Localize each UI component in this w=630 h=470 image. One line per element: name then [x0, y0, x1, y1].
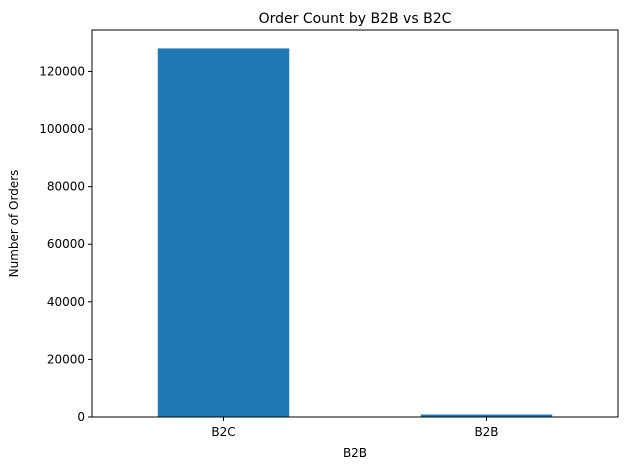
x-axis-ticks: B2C B2B [211, 417, 499, 439]
bars [157, 48, 553, 418]
y-tick-label: 80000 [47, 180, 85, 194]
y-tick-label: 100000 [39, 122, 85, 136]
chart-title: Order Count by B2B vs B2C [259, 11, 452, 27]
y-axis-label: Number of Orders [7, 170, 21, 278]
x-axis-label: B2B [343, 446, 367, 460]
y-tick-label: 120000 [39, 64, 85, 78]
y-axis-ticks: 0 20000 40000 60000 80000 100000 120000 [39, 64, 92, 424]
y-tick-label: 20000 [47, 352, 85, 366]
x-tick-label: B2B [474, 425, 498, 439]
y-tick-label: 0 [77, 410, 85, 424]
bar-b2c [157, 48, 290, 418]
x-tick-label: B2C [211, 425, 235, 439]
y-tick-label: 40000 [47, 295, 85, 309]
y-tick-label: 60000 [47, 237, 85, 251]
plot-frame [91, 29, 619, 418]
bar-b2b [420, 414, 553, 417]
